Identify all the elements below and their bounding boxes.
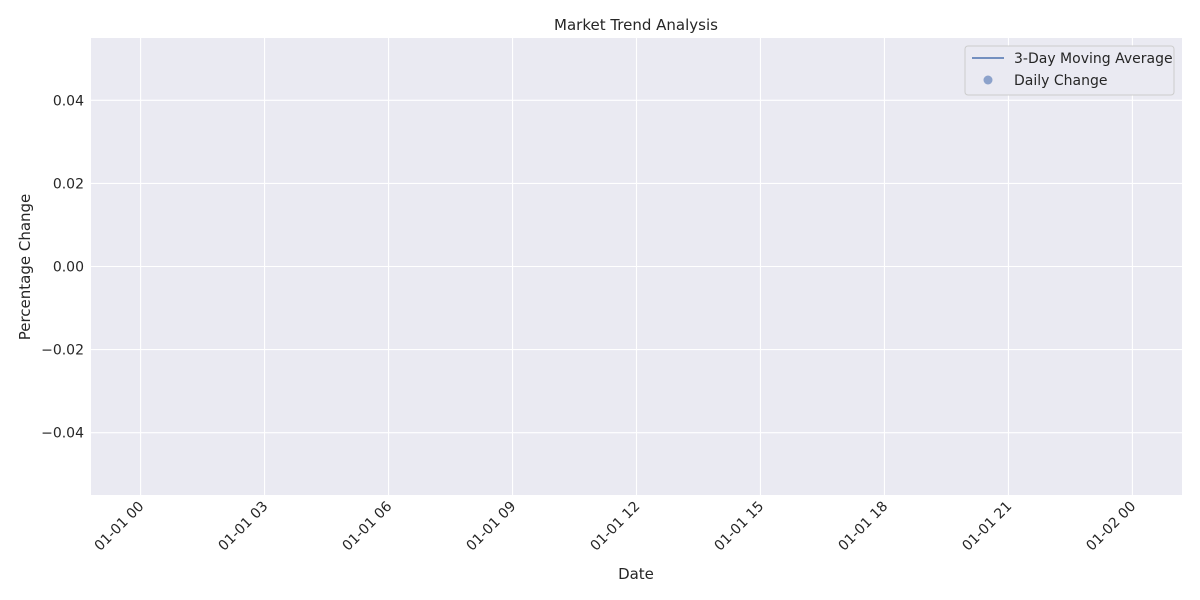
y-tick-labels: −0.04 −0.02 0.00 0.02 0.04 — [41, 93, 84, 441]
legend-scatter-swatch — [983, 75, 993, 85]
x-tick-label: 01-01 15 — [711, 499, 767, 555]
x-tick-label: 01-01 18 — [835, 499, 891, 555]
legend-label-daily-change: Daily Change — [1014, 73, 1107, 89]
y-axis-label: Percentage Change — [16, 194, 34, 341]
x-tick-label: 01-01 06 — [340, 498, 396, 554]
x-tick-label: 01-01 21 — [959, 499, 1015, 555]
y-tick-label: 0.00 — [53, 260, 84, 276]
chart-title: Market Trend Analysis — [554, 16, 718, 34]
x-tick-label: 01-02 00 — [1083, 499, 1139, 555]
legend: 3-Day Moving Average Daily Change — [964, 45, 1175, 96]
legend-box — [964, 45, 1175, 96]
x-tick-label: 01-01 12 — [588, 499, 644, 555]
legend-label-moving-average: 3-Day Moving Average — [1014, 51, 1173, 67]
x-tick-labels: 01-01 00 01-01 03 01-01 06 01-01 09 01-01 12… — [92, 498, 1140, 554]
y-tick-label: −0.04 — [41, 426, 84, 442]
x-tick-label: 01-01 09 — [464, 499, 520, 555]
grid — [91, 38, 1182, 495]
x-tick-label: 01-01 03 — [216, 499, 272, 555]
y-tick-label: 0.04 — [53, 93, 84, 109]
x-tick-label: 01-01 00 — [92, 499, 148, 555]
y-tick-label: 0.02 — [53, 176, 84, 192]
y-tick-label: −0.02 — [41, 343, 84, 359]
x-axis-label: Date — [618, 565, 654, 583]
